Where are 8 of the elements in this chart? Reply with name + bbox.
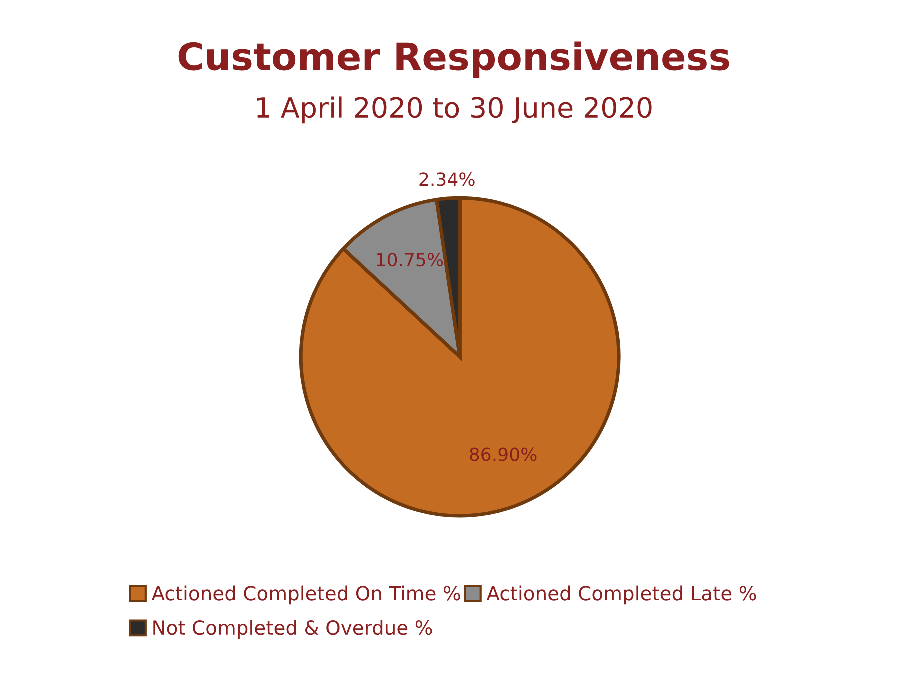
data-label: 2.34% — [420, 172, 475, 186]
legend-label: Actioned Completed On Time % — [152, 586, 460, 605]
legend-label: Not Completed & Overdue % — [154, 620, 432, 639]
data-label: 86.90% — [470, 448, 537, 462]
data-label: 10.75% — [377, 252, 444, 267]
chart-title: Customer Responsiveness — [178, 42, 730, 78]
legend-label: Actioned Completed Late % — [486, 586, 756, 605]
chart-subtitle: 1 April 2020 to 30 June 2020 — [257, 96, 652, 124]
